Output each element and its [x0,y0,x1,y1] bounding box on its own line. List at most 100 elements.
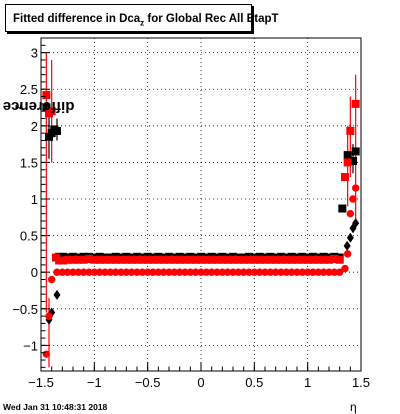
y-tick-label: 2.5 [20,82,38,97]
square-marker [42,91,51,100]
circle-marker [90,268,99,276]
x-tick-label: 1.5 [352,375,370,390]
x-tick-label: −1.5 [28,375,54,390]
circle-marker [154,268,163,276]
circle-marker [234,268,243,276]
circle-marker [207,268,216,276]
circle-marker [181,268,189,276]
square-marker [277,255,285,264]
circle-marker [143,268,152,276]
square-marker [303,255,312,264]
circle-marker [271,268,280,276]
square-marker [346,126,355,135]
circle-marker [138,268,147,276]
circle-marker [63,268,72,276]
circle-marker [47,275,56,284]
y-tick-label: 0 [31,265,38,280]
square-marker [293,255,301,264]
y-tick-label: −0.5 [12,302,38,317]
x-tick-label: −1 [87,375,102,390]
plot-frame [40,37,362,372]
square-marker [53,126,61,135]
square-marker [343,151,352,160]
square-marker [143,255,152,264]
square-marker [314,255,323,264]
circle-marker [69,268,77,276]
timestamp: Wed Jan 31 10:48:31 2018 [3,402,108,412]
chart-title-rest: for Global Rec All EtapT [144,13,279,25]
diamond-marker [343,240,351,251]
square-marker [47,107,56,116]
circle-marker [106,268,115,276]
diamond-marker [53,289,61,300]
x-axis-label: η [350,400,357,414]
circle-marker [45,312,53,320]
square-marker [101,255,109,264]
circle-marker [165,268,173,276]
diamond-marker [346,232,354,243]
circle-marker [343,250,352,258]
square-marker [255,255,264,264]
circle-marker [170,268,179,276]
square-marker [117,255,125,264]
circle-marker [293,268,301,276]
x-tick-label: 0 [197,375,204,390]
grid-layer [40,38,362,371]
square-marker [325,255,333,264]
square-marker [106,255,115,264]
circle-marker [349,195,357,203]
circle-marker [330,268,339,276]
circle-marker [159,268,168,276]
circle-marker [117,268,125,276]
circle-marker [266,268,275,276]
square-marker [191,255,200,264]
circle-marker [325,268,333,276]
circle-marker [42,350,51,358]
square-marker [239,255,248,264]
square-marker [261,255,269,264]
square-marker [154,255,163,264]
circle-marker [101,268,109,276]
tick-label-layer: −1.5 −1 −0.5 0 0.5 1 1.5 −1 −0.5 0 0.5 1 1.5 2 2.5 3 [12,46,370,390]
circle-marker [191,268,200,276]
circle-marker [319,268,328,276]
square-marker [229,255,237,264]
circle-marker [127,268,136,276]
square-marker [213,255,221,264]
square-marker [170,255,179,264]
marker-layer [42,91,360,358]
circle-marker [250,268,259,276]
circle-marker [298,268,307,276]
square-marker [287,255,296,264]
circle-marker [261,268,269,276]
y-tick-label: 1 [31,192,38,207]
square-marker [234,255,243,264]
square-marker [122,255,131,264]
square-marker [197,255,205,264]
square-marker [271,255,280,264]
circle-marker [255,268,264,276]
circle-marker [95,268,104,276]
diamond-marker [352,218,360,229]
y-tick-label: −1 [23,338,38,353]
square-marker [349,156,357,165]
square-marker [282,255,291,264]
square-marker [298,255,307,264]
circle-marker [303,268,312,276]
square-marker [266,255,275,264]
square-marker [341,173,349,182]
square-marker [159,255,168,264]
square-marker [218,255,227,264]
x-tick-label: −0.5 [135,375,161,390]
square-marker [319,255,328,264]
square-marker [245,255,253,264]
square-marker [85,255,93,264]
square-marker [223,255,232,264]
y-tick-label: 0.5 [20,229,38,244]
circle-marker [186,268,195,276]
circle-marker [335,268,344,276]
square-marker [351,99,360,108]
tick-layer [40,44,362,371]
circle-marker [175,268,184,276]
